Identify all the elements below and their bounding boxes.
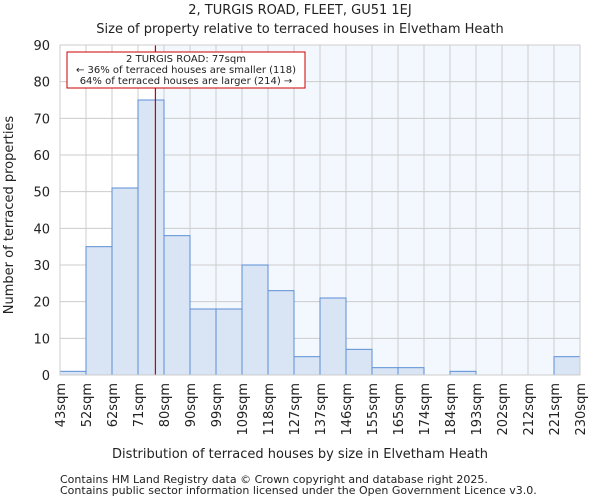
y-tick-label: 60: [33, 149, 50, 164]
x-tick-label: 193sqm: [470, 383, 485, 436]
chart-title: 2, TURGIS ROAD, FLEET, GU51 1EJ: [188, 3, 411, 18]
x-tick-label: 165sqm: [392, 383, 407, 436]
x-tick-label: 90sqm: [184, 383, 199, 427]
bar: [215, 308, 243, 376]
bar: [59, 370, 87, 376]
bar: [345, 348, 373, 376]
footer-line-2: Contains public sector information licen…: [60, 484, 537, 497]
x-tick-label: 71sqm: [132, 383, 147, 427]
y-axis-label: Number of terraced properties: [2, 116, 17, 315]
x-tick-label: 99sqm: [210, 383, 225, 427]
x-tick-label: 155sqm: [366, 383, 381, 436]
footer-line-1: Contains HM Land Registry data © Crown c…: [60, 473, 488, 486]
bar: [85, 246, 113, 376]
bar: [267, 290, 295, 376]
bar: [241, 264, 269, 376]
x-tick-label: 52sqm: [80, 383, 95, 427]
bar: [319, 297, 347, 376]
y-tick-label: 40: [33, 222, 50, 237]
x-tick-label: 43sqm: [54, 383, 69, 427]
x-tick-label: 202sqm: [496, 383, 511, 436]
y-tick-label: 80: [33, 76, 50, 91]
x-tick-label: 109sqm: [236, 383, 251, 436]
x-axis-label: Distribution of terraced houses by size …: [112, 447, 488, 462]
bar: [371, 367, 399, 376]
y-tick-label: 20: [33, 296, 50, 311]
x-tick-label: 221sqm: [548, 383, 563, 436]
annotation-line: ← 36% of terraced houses are smaller (11…: [76, 65, 296, 76]
bar: [449, 370, 477, 376]
x-tick-label: 212sqm: [522, 383, 537, 436]
bar: [163, 235, 191, 376]
bar: [553, 356, 581, 376]
bar: [397, 367, 425, 376]
x-tick-label: 146sqm: [340, 383, 355, 436]
bar: [189, 308, 217, 376]
x-tick-label: 127sqm: [288, 383, 303, 436]
chart-subtitle: Size of property relative to terraced ho…: [96, 22, 503, 37]
plot-frame: [59, 44, 581, 376]
x-tick-label: 184sqm: [444, 383, 459, 436]
bar: [293, 356, 321, 376]
x-tick-label: 137sqm: [314, 383, 329, 436]
y-tick-label: 90: [33, 39, 50, 54]
x-tick-label: 230sqm: [574, 383, 589, 436]
y-tick-label: 50: [33, 186, 50, 201]
y-tick-label: 70: [33, 112, 50, 127]
x-tick-label: 174sqm: [418, 383, 433, 436]
bar: [111, 187, 139, 376]
x-tick-label: 80sqm: [158, 383, 173, 427]
annotation-line: 64% of terraced houses are larger (214) …: [80, 76, 293, 87]
x-tick-label: 118sqm: [262, 383, 277, 436]
annotation-line: 2 TURGIS ROAD: 77sqm: [126, 54, 246, 65]
x-tick-label: 62sqm: [106, 383, 121, 427]
bar: [137, 99, 165, 376]
y-tick-label: 0: [42, 369, 50, 384]
y-tick-label: 10: [33, 332, 50, 347]
annotation-box: [66, 51, 306, 89]
y-tick-label: 30: [33, 259, 50, 274]
